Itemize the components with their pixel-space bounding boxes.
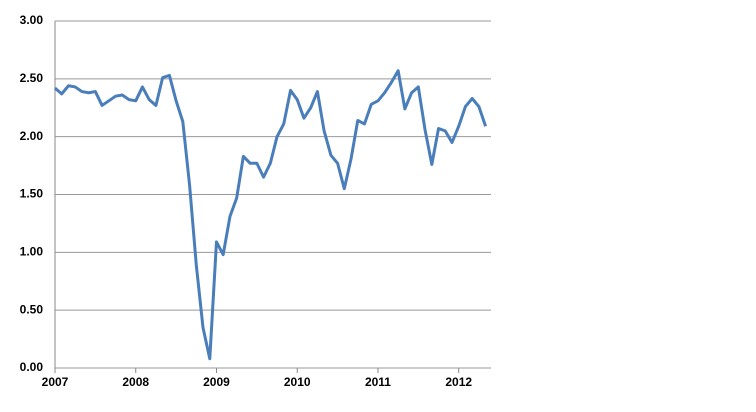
x-tick-label: 2011: [365, 375, 391, 389]
x-tick-label: 2007: [42, 375, 69, 389]
x-tick-label: 2009: [203, 375, 230, 389]
x-tick-label: 2008: [122, 375, 149, 389]
x-tick-label: 2010: [284, 375, 311, 389]
y-tick-label: 0.00: [20, 360, 44, 374]
line: [54, 69, 488, 361]
y-tick-label: 2.50: [20, 71, 44, 85]
y-tick-label: 2.00: [20, 129, 44, 143]
x-tick-label: 2012: [445, 375, 472, 389]
y-tick-label: 3.00: [20, 13, 44, 27]
y-tick-label: 1.50: [20, 187, 44, 201]
y-tick-label: 0.50: [20, 302, 44, 316]
y-tick-label: 1.00: [20, 245, 44, 259]
